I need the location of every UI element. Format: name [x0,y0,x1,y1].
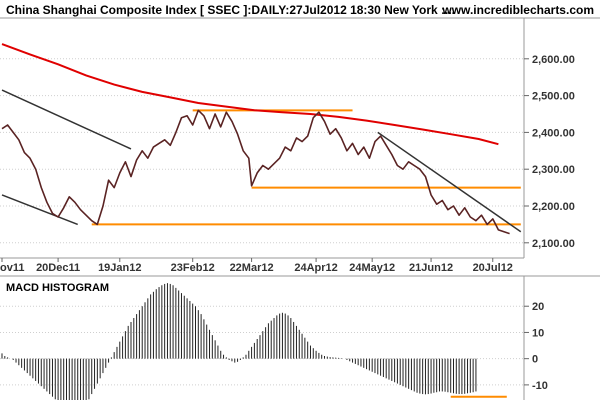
price-x-tick-label: 23Feb12 [171,262,215,274]
macd-y-tick-label: 10 [532,327,544,339]
moving-average [1,43,499,146]
chart-title: China Shanghai Composite Index [ SSEC ]:… [6,3,455,17]
trendline [1,89,132,150]
price-y-axis: 2,600.00 2,500.00 2,400.00 2,300.00 2,200.00… [524,54,575,250]
price-x-tick-label: 21Jun12 [409,262,453,274]
price-y-tick-label: 2,400.00 [532,127,575,139]
macd-y-tick-label: 0 [532,354,538,366]
header-bar [0,0,600,18]
price-line [1,109,510,235]
price-x-tick-label: 24May12 [349,262,395,274]
macd-title: MACD HISTOGRAM [6,282,109,294]
price-x-tick-label: 24Apr12 [294,262,337,274]
price-y-tick-label: 2,600.00 [532,54,575,66]
price-series [1,109,510,235]
price-x-axis: ov11 20Dec11 19Jan12 23Feb12 22Mar12 24Apr12 2… [0,258,513,274]
support-resistance-levels [91,109,521,226]
macd-y-axis: 20 10 0 -10 [524,301,548,392]
macd-bars [1,283,477,400]
price-y-tick-label: 2,100.00 [532,238,575,250]
price-x-tick-label: ov11 [0,262,24,274]
price-x-tick-label: 20Dec11 [36,262,80,274]
price-y-tick-label: 2,200.00 [532,201,575,213]
price-grid [0,58,524,244]
trendline [1,194,78,226]
moving-average-line [1,43,499,146]
macd-y-tick-label: -10 [532,380,548,392]
macd-grid [0,305,524,386]
price-x-tick-label: 20Jul12 [473,262,513,274]
macd-y-tick-label: 20 [532,301,544,313]
price-y-tick-label: 2,300.00 [532,164,575,176]
price-x-tick-label: 19Jan12 [98,262,141,274]
price-y-tick-label: 2,500.00 [532,91,575,103]
site-url[interactable]: www.incrediblecharts.com [441,3,594,17]
trendlines [1,89,522,233]
price-x-tick-label: 22Mar12 [230,262,274,274]
trendline [377,131,522,233]
